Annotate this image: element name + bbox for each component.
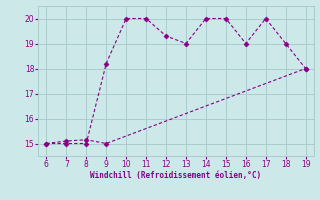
- X-axis label: Windchill (Refroidissement éolien,°C): Windchill (Refroidissement éolien,°C): [91, 171, 261, 180]
